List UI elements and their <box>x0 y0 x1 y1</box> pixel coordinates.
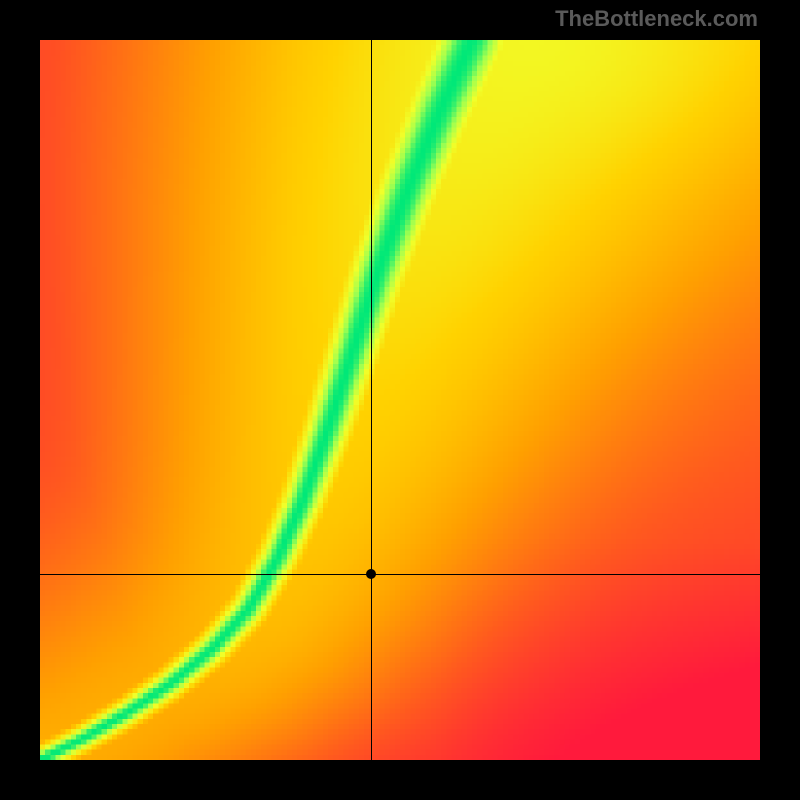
watermark-text: TheBottleneck.com <box>555 6 758 32</box>
plot-area <box>40 40 760 760</box>
crosshair-marker <box>366 569 376 579</box>
crosshair-horizontal <box>40 574 760 575</box>
heatmap-canvas <box>40 40 760 760</box>
chart-container: TheBottleneck.com <box>0 0 800 800</box>
crosshair-vertical <box>371 40 372 760</box>
